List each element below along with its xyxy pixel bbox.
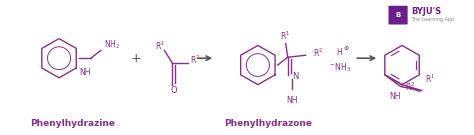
Text: B: B [395, 12, 401, 18]
Text: O: O [170, 86, 177, 95]
Text: $\oplus$: $\oplus$ [343, 44, 350, 52]
Text: N: N [292, 72, 299, 81]
Text: R$^1$: R$^1$ [425, 73, 435, 85]
Text: R$^2$: R$^2$ [190, 54, 201, 66]
Text: Phenylhydrazine: Phenylhydrazine [30, 119, 116, 128]
Text: +: + [130, 52, 141, 65]
Text: R$^2$: R$^2$ [405, 80, 415, 93]
Text: Phenylhydrazone: Phenylhydrazone [224, 119, 312, 128]
FancyBboxPatch shape [388, 5, 408, 25]
Text: R$^1$: R$^1$ [155, 39, 165, 52]
Text: $^-$NH$_3$: $^-$NH$_3$ [328, 62, 351, 74]
Text: R$^2$: R$^2$ [312, 46, 323, 58]
Text: R$^1$: R$^1$ [280, 29, 290, 42]
Text: NH: NH [286, 96, 297, 105]
Text: The Learning App: The Learning App [411, 16, 454, 21]
Text: NH: NH [389, 92, 401, 102]
Text: NH: NH [79, 68, 91, 77]
Text: NH$_2$: NH$_2$ [104, 38, 120, 51]
Text: H: H [337, 48, 342, 57]
Text: BYJU'S: BYJU'S [411, 7, 441, 16]
